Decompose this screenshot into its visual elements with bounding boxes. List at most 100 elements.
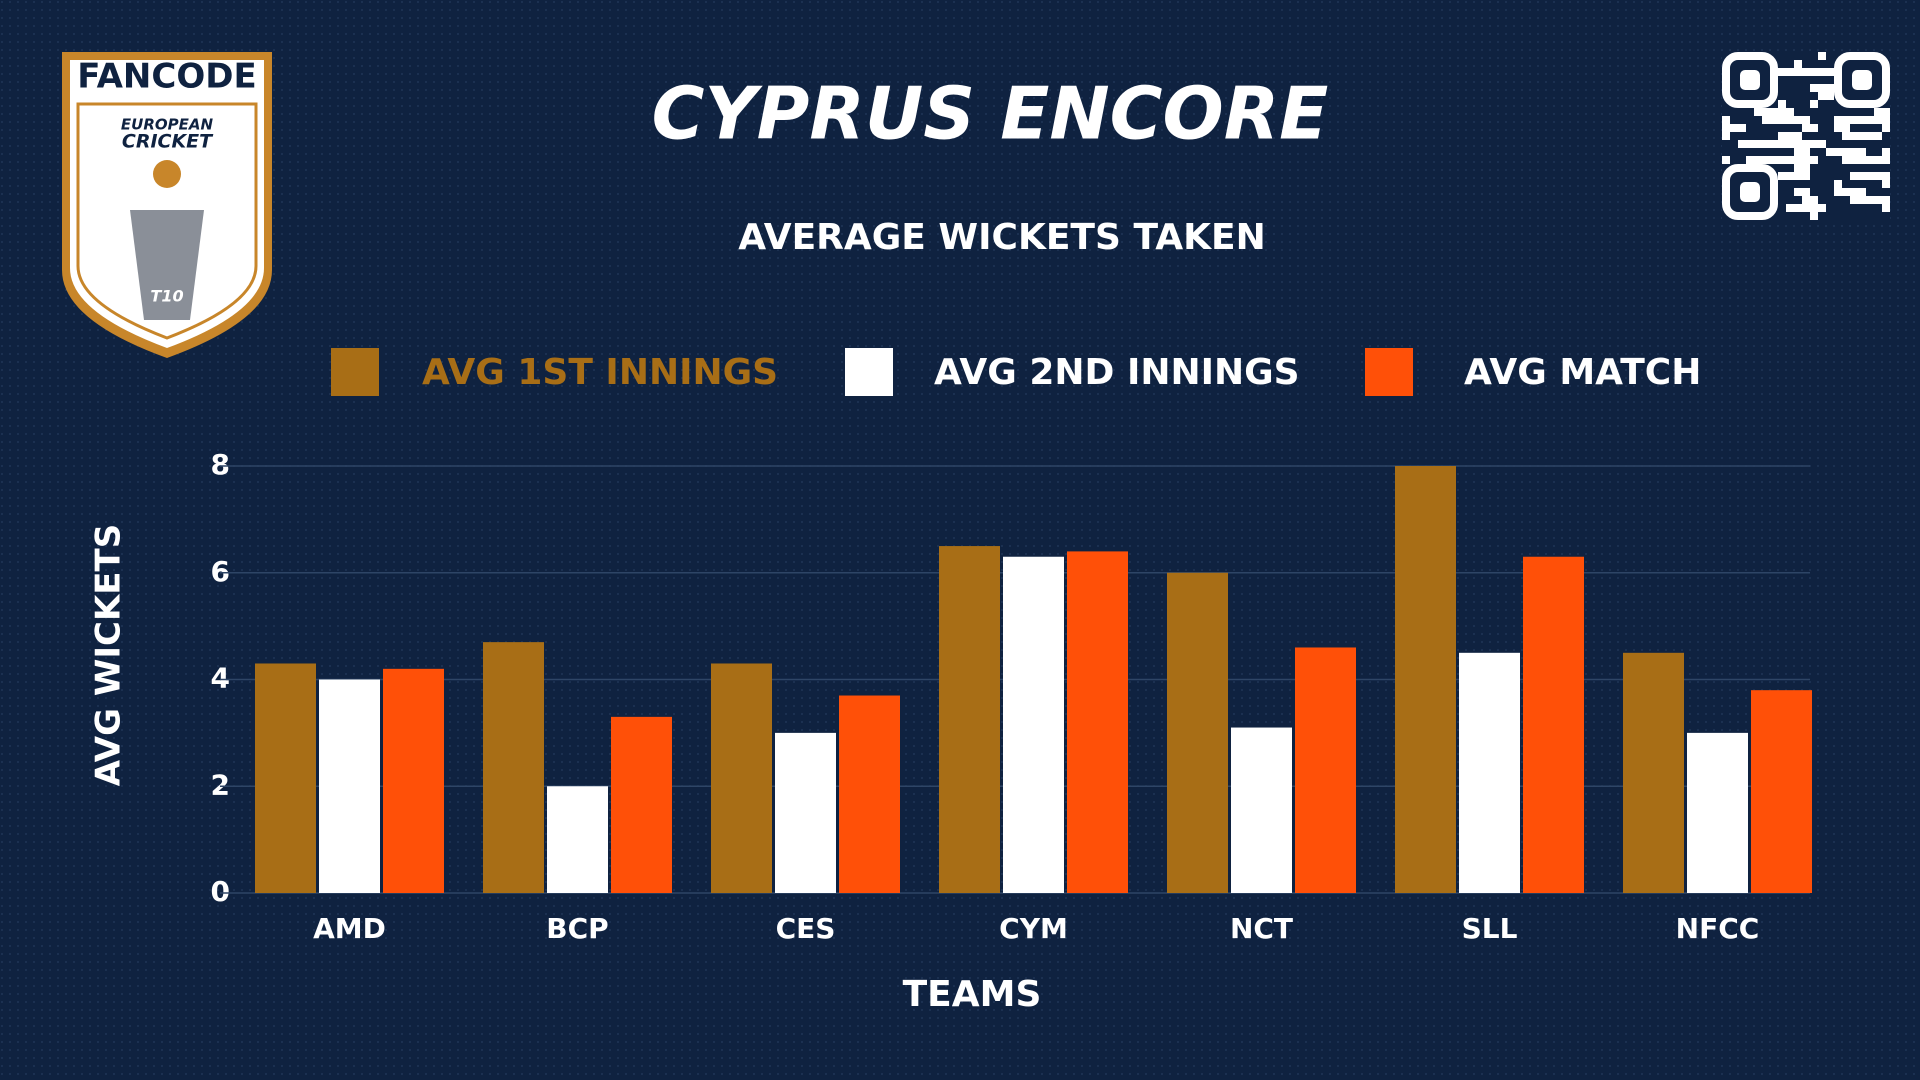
- qr-cell: [1778, 172, 1786, 180]
- bar: [611, 716, 672, 893]
- logo-line: CRICKET: [122, 131, 214, 153]
- qr-cell: [1826, 84, 1834, 92]
- x-tick-label: NFCC: [1676, 912, 1760, 945]
- qr-cell: [1874, 116, 1882, 124]
- qr-finder: [1740, 182, 1760, 202]
- qr-cell: [1866, 132, 1874, 140]
- qr-finder: [1834, 52, 1890, 108]
- qr-cell: [1882, 204, 1890, 212]
- bar: [1623, 652, 1684, 893]
- qr-cell: [1842, 156, 1850, 164]
- qr-cell: [1826, 148, 1834, 156]
- bar: [1523, 556, 1584, 893]
- qr-cell: [1882, 180, 1890, 188]
- logo: FANCODE EUROPEAN CRICKET T10: [62, 52, 272, 358]
- qr-cell: [1778, 132, 1786, 140]
- qr-cell: [1850, 116, 1858, 124]
- qr-cell: [1770, 140, 1778, 148]
- qr-cell: [1778, 156, 1786, 164]
- bar: [775, 732, 836, 893]
- qr-cell: [1794, 164, 1802, 172]
- x-tick-label: CYM: [999, 912, 1068, 945]
- qr-cell: [1794, 204, 1802, 212]
- qr-cell: [1882, 116, 1890, 124]
- qr-cell: [1802, 156, 1810, 164]
- qr-cell: [1834, 124, 1842, 132]
- qr-cell: [1794, 172, 1802, 180]
- qr-cell: [1842, 116, 1850, 124]
- qr-cell: [1794, 60, 1802, 68]
- bar: [1003, 556, 1064, 893]
- qr-cell: [1794, 140, 1802, 148]
- x-tick-label: AMD: [313, 912, 386, 945]
- qr-cell: [1722, 132, 1730, 140]
- x-tick-label: NCT: [1230, 912, 1293, 945]
- qr-cell: [1834, 116, 1842, 124]
- qr-cell: [1810, 84, 1818, 92]
- qr-finder: [1722, 52, 1778, 108]
- qr-cell: [1810, 196, 1818, 204]
- qr-cell: [1810, 212, 1818, 220]
- bar: [483, 642, 544, 893]
- y-tick-label: 8: [211, 448, 230, 481]
- qr-cell: [1802, 188, 1810, 196]
- y-tick-label: 6: [211, 555, 230, 588]
- qr-cell: [1746, 156, 1754, 164]
- legend-label: AVG MATCH: [1464, 352, 1701, 393]
- legend-swatch: [331, 348, 379, 396]
- qr-cell: [1778, 140, 1786, 148]
- qr-cell: [1858, 156, 1866, 164]
- legend-swatch: [845, 348, 893, 396]
- qr-cell: [1802, 68, 1810, 76]
- qr-cell: [1786, 132, 1794, 140]
- qr-cell: [1786, 140, 1794, 148]
- qr-cell: [1770, 156, 1778, 164]
- legend-swatch: [1365, 348, 1413, 396]
- qr-cell: [1802, 204, 1810, 212]
- qr-cell: [1802, 116, 1810, 124]
- qr-cell: [1834, 188, 1842, 196]
- x-axis-label: TEAMS: [903, 974, 1042, 1015]
- qr-cell: [1786, 108, 1794, 116]
- bar: [1231, 727, 1292, 893]
- qr-cell: [1850, 148, 1858, 156]
- logo-line: EUROPEAN: [121, 116, 214, 134]
- qr-cell: [1770, 116, 1778, 124]
- bar: [939, 546, 1000, 893]
- x-tick-label: CES: [776, 912, 836, 945]
- bar: [839, 695, 900, 893]
- x-tick-label: SLL: [1462, 912, 1518, 945]
- qr-cell: [1754, 140, 1762, 148]
- qr-cell: [1842, 148, 1850, 156]
- qr-cell: [1810, 156, 1818, 164]
- qr-cell: [1762, 116, 1770, 124]
- qr-cell: [1738, 124, 1746, 132]
- qr-cell: [1866, 196, 1874, 204]
- bar: [1067, 551, 1128, 893]
- qr-cell: [1722, 124, 1730, 132]
- qr-cell: [1762, 140, 1770, 148]
- qr-cell: [1794, 68, 1802, 76]
- y-tick-label: 4: [211, 662, 230, 695]
- qr-cell: [1802, 124, 1810, 132]
- qr-cell: [1826, 92, 1834, 100]
- qr-cell: [1778, 108, 1786, 116]
- qr-cell: [1882, 124, 1890, 132]
- qr-cell: [1882, 156, 1890, 164]
- qr-cell: [1842, 132, 1850, 140]
- qr-cell: [1818, 140, 1826, 148]
- qr-cell: [1786, 116, 1794, 124]
- qr-cell: [1786, 156, 1794, 164]
- qr-cell: [1770, 108, 1778, 116]
- qr-cell: [1850, 188, 1858, 196]
- legend-label: AVG 1ST INNINGS: [422, 352, 778, 393]
- qr-cell: [1762, 156, 1770, 164]
- qr-cell: [1850, 156, 1858, 164]
- qr-cell: [1810, 68, 1818, 76]
- qr-cell: [1802, 172, 1810, 180]
- bar: [383, 668, 444, 893]
- qr-cell: [1810, 140, 1818, 148]
- qr-cell: [1746, 140, 1754, 148]
- qr-cell: [1810, 124, 1818, 132]
